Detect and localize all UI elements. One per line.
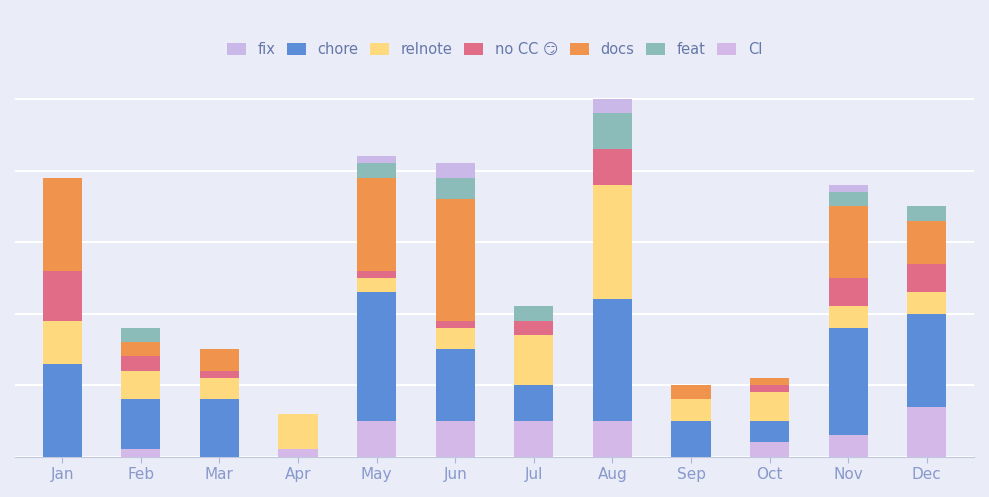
Bar — [829, 435, 868, 457]
Bar — [514, 335, 554, 385]
Bar — [435, 178, 475, 199]
Bar — [435, 328, 475, 349]
Bar — [200, 400, 239, 457]
Bar — [435, 164, 475, 178]
Bar — [907, 314, 946, 407]
Bar — [435, 421, 475, 457]
Bar — [121, 342, 160, 356]
Bar — [435, 321, 475, 328]
Bar — [43, 271, 82, 321]
Bar — [750, 378, 789, 385]
Bar — [592, 185, 632, 299]
Bar — [357, 271, 397, 278]
Bar — [829, 192, 868, 206]
Bar — [907, 263, 946, 292]
Bar — [829, 307, 868, 328]
Bar — [357, 178, 397, 271]
Bar — [121, 371, 160, 400]
Bar — [907, 407, 946, 457]
Bar — [750, 421, 789, 442]
Bar — [592, 299, 632, 421]
Bar — [750, 392, 789, 421]
Bar — [121, 449, 160, 457]
Bar — [200, 349, 239, 371]
Bar — [829, 206, 868, 278]
Bar — [829, 278, 868, 307]
Bar — [907, 221, 946, 263]
Bar — [750, 385, 789, 392]
Bar — [435, 349, 475, 421]
Bar — [672, 385, 711, 400]
Bar — [750, 442, 789, 457]
Bar — [829, 185, 868, 192]
Bar — [514, 307, 554, 321]
Bar — [672, 421, 711, 457]
Bar — [43, 364, 82, 457]
Bar — [592, 149, 632, 185]
Bar — [357, 421, 397, 457]
Bar — [592, 99, 632, 113]
Bar — [121, 400, 160, 449]
Bar — [121, 328, 160, 342]
Bar — [200, 378, 239, 400]
Bar — [907, 206, 946, 221]
Bar — [357, 292, 397, 421]
Bar — [672, 400, 711, 421]
Bar — [278, 449, 317, 457]
Legend: fix, chore, relnote, no CC 😏, docs, feat, CI: fix, chore, relnote, no CC 😏, docs, feat… — [221, 36, 768, 63]
Bar — [357, 156, 397, 164]
Bar — [514, 385, 554, 421]
Bar — [514, 321, 554, 335]
Bar — [829, 328, 868, 435]
Bar — [357, 164, 397, 178]
Bar — [43, 321, 82, 364]
Bar — [592, 113, 632, 149]
Bar — [592, 421, 632, 457]
Bar — [121, 356, 160, 371]
Bar — [200, 371, 239, 378]
Bar — [435, 199, 475, 321]
Bar — [357, 278, 397, 292]
Bar — [907, 292, 946, 314]
Bar — [278, 414, 317, 449]
Bar — [514, 421, 554, 457]
Bar — [43, 178, 82, 271]
